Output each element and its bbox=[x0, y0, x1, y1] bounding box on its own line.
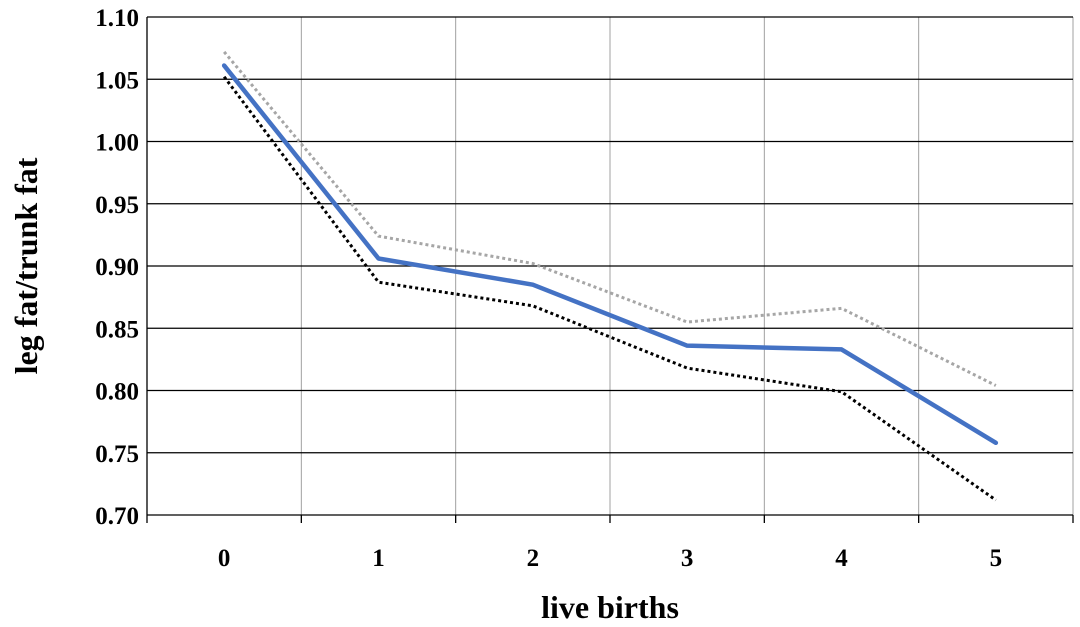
y-tick-label: 1.00 bbox=[95, 130, 139, 157]
grid bbox=[146, 16, 1074, 523]
y-tick-label: 0.70 bbox=[95, 503, 139, 530]
x-axis-title: live births bbox=[541, 589, 679, 625]
x-tick-label: 2 bbox=[527, 545, 540, 572]
x-tick-label: 3 bbox=[681, 545, 694, 572]
y-axis-title: leg fat/trunk fat bbox=[8, 157, 44, 374]
y-tick-label: 0.90 bbox=[95, 254, 139, 281]
x-tick-label: 0 bbox=[218, 545, 231, 572]
series-line-1 bbox=[223, 50, 997, 387]
y-axis-ticks: 0.70 0.75 0.80 0.85 0.90 0.95 1.00 1.05 1.10 bbox=[95, 5, 139, 530]
x-tick-label: 5 bbox=[990, 545, 1003, 572]
x-axis-ticks: 0 1 2 3 4 5 bbox=[218, 545, 1002, 572]
y-tick-label: 0.80 bbox=[95, 379, 139, 406]
y-tick-label: 1.10 bbox=[95, 5, 139, 32]
series-line-2 bbox=[221, 63, 999, 446]
x-tick-label: 1 bbox=[372, 545, 385, 572]
y-tick-label: 0.95 bbox=[95, 192, 139, 219]
series-lines bbox=[221, 50, 999, 502]
x-tick-label: 4 bbox=[835, 545, 848, 572]
y-tick-label: 0.75 bbox=[95, 441, 139, 468]
y-tick-label: 0.85 bbox=[95, 316, 139, 343]
y-tick-label: 1.05 bbox=[95, 67, 139, 94]
